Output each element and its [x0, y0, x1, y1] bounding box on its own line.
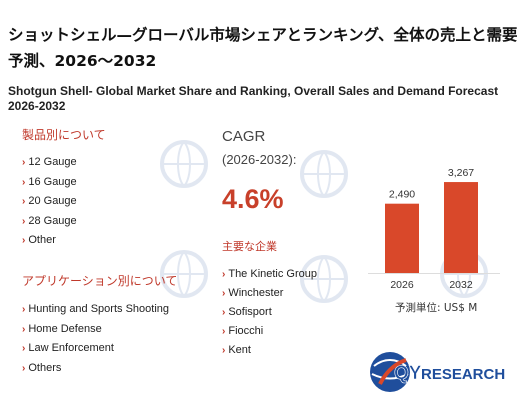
data-label-2032: 3,267 — [448, 167, 474, 179]
page-title-en: Shotgun Shell- Global Market Share and R… — [8, 84, 499, 113]
list-item: › 20 Gauge — [22, 195, 77, 207]
list-item: › 12 Gauge — [22, 156, 77, 168]
list-item: › Others — [22, 361, 62, 374]
chevron-right-icon: › — [22, 343, 26, 354]
chevron-right-icon: › — [22, 196, 26, 207]
chevron-right-icon: › — [222, 288, 226, 299]
page-title-ja: ショットシェル—グローバル市場シェアとランキング、全体の売上と需要予測、2026… — [8, 26, 518, 70]
cagr-period: (2026-2032): — [222, 152, 297, 167]
chevron-right-icon: › — [22, 304, 26, 315]
watermark-globe-icon — [300, 255, 348, 303]
list-item: › The Kinetic Group — [222, 268, 317, 280]
logo-text-qy: QY — [394, 363, 422, 384]
product-section-heading: 製品別について — [22, 128, 106, 142]
logo-text-research: RESEARCH — [421, 366, 505, 383]
companies-heading: 主要な企業 — [222, 240, 277, 253]
bar-2032 — [444, 182, 478, 273]
list-item: › Winchester — [222, 287, 284, 299]
list-item: › Other — [22, 234, 56, 246]
chevron-right-icon: › — [222, 307, 226, 318]
watermark-globe-icon — [300, 150, 348, 198]
list-item: › 16 Gauge — [22, 175, 77, 188]
list-item: › 28 Gauge — [22, 214, 77, 227]
chevron-right-icon: › — [222, 345, 226, 356]
chevron-right-icon: › — [22, 215, 26, 227]
chevron-right-icon: › — [22, 157, 26, 168]
chevron-right-icon: › — [22, 176, 26, 188]
bar-2026 — [385, 203, 419, 273]
watermark-globe-icon — [160, 250, 208, 298]
cagr-value: 4.6% — [222, 184, 284, 214]
list-item: › Law Enforcement — [22, 342, 114, 354]
chevron-right-icon: › — [22, 362, 26, 374]
list-item: › Sofisport — [222, 306, 272, 318]
bar-chart: 2,490 2026 3,267 2032 — [368, 167, 500, 291]
chevron-right-icon: › — [222, 326, 226, 337]
qyresearch-logo: QY RESEARCH — [370, 352, 505, 392]
chevron-right-icon: › — [222, 269, 226, 280]
watermark-globe-icon — [160, 140, 208, 188]
tick-label-2026: 2026 — [390, 279, 414, 291]
data-label-2026: 2,490 — [389, 189, 415, 201]
list-item: › Home Defense — [22, 322, 102, 335]
chevron-right-icon: › — [22, 323, 26, 335]
unit-label: 予測単位: US$ M — [395, 302, 478, 314]
tick-label-2032: 2032 — [449, 279, 473, 291]
company-list: › The Kinetic Group › Winchester › Sofispor… — [222, 265, 317, 360]
application-section-heading: アプリケーション別について — [22, 274, 178, 288]
application-list: › Hunting and Sports Shooting › Home Defen… — [22, 300, 169, 378]
chevron-right-icon: › — [22, 235, 26, 246]
list-item: › Kent — [222, 344, 251, 356]
cagr-label: CAGR — [222, 128, 266, 145]
list-item: › Hunting and Sports Shooting — [22, 303, 169, 315]
list-item: › Fiocchi — [222, 325, 264, 337]
product-list: › 12 Gauge › 16 Gauge › 20 Gauge › 28 Gauge … — [22, 153, 77, 251]
